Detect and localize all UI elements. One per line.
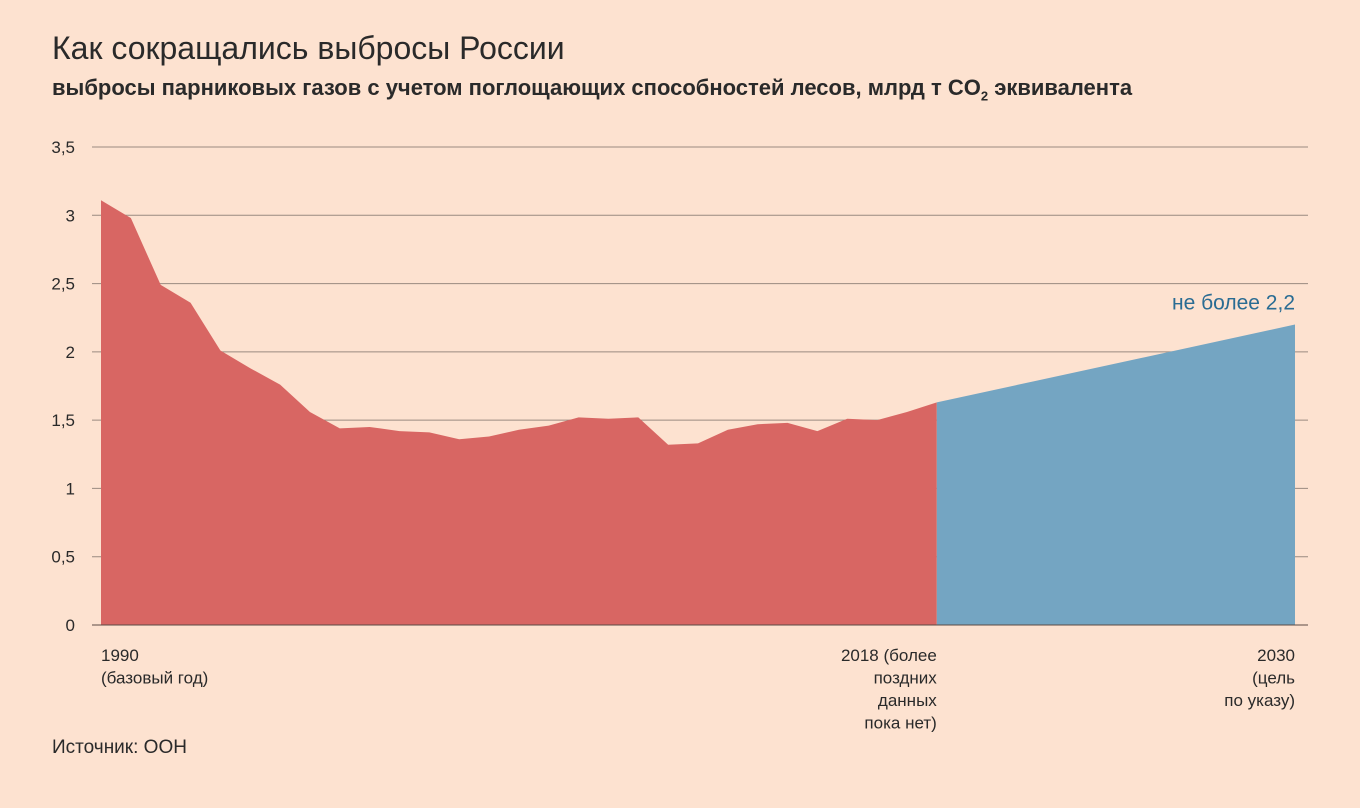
chart-title: Как сокращались выбросы России [52,30,565,66]
subtitle-suffix: эквивалента [988,75,1133,100]
x-axis-label-line: (базовый год) [101,669,208,688]
y-tick-label: 2 [66,343,75,362]
y-tick-label: 1,5 [51,411,75,430]
x-axis-labels: 1990 (базовый год) 2018 (более поздних данны… [101,646,1295,733]
source-note: Источник: ООН [52,737,187,758]
x-axis-label-line: данных [878,691,937,710]
annotation: не более 2,2 [1172,292,1295,315]
x-axis-label: 2018 (более поздних данных пока нет) [841,646,937,733]
target-projection-area [936,324,1295,625]
x-axis-label-line: поздних [874,669,938,688]
subtitle-text: выбросы парниковых газов с учетом поглощ… [52,75,981,100]
y-tick-label: 0 [66,616,75,635]
y-tick-label: 0,5 [51,548,75,567]
y-tick-label: 2,5 [51,275,75,294]
y-tick-label: 1 [66,479,75,498]
historical-emissions-area [101,200,937,625]
y-tick-label: 3,5 [51,138,75,157]
series-areas [101,200,1295,625]
x-axis-label: 2030 (цель по указу) [1224,646,1295,710]
x-axis-label-line: 2018 (более [841,646,937,665]
x-axis-label-line: (цель [1252,669,1295,688]
target-annotation: не более 2,2 [1172,292,1295,315]
x-axis-label-line: пока нет) [864,714,936,733]
y-axis-labels: 0 0,5 1 1,5 2 2,5 3 3,5 [51,138,75,635]
chart-subtitle: выбросы парниковых газов с учетом поглощ… [52,75,1132,103]
y-tick-label: 3 [66,206,75,225]
x-axis-label-line: 1990 [101,646,139,665]
x-axis-label: 1990 (базовый год) [101,646,208,688]
x-axis-label-line: 2030 [1257,646,1295,665]
subtitle-subscript: 2 [980,88,989,104]
x-axis-label-line: по указу) [1224,691,1295,710]
